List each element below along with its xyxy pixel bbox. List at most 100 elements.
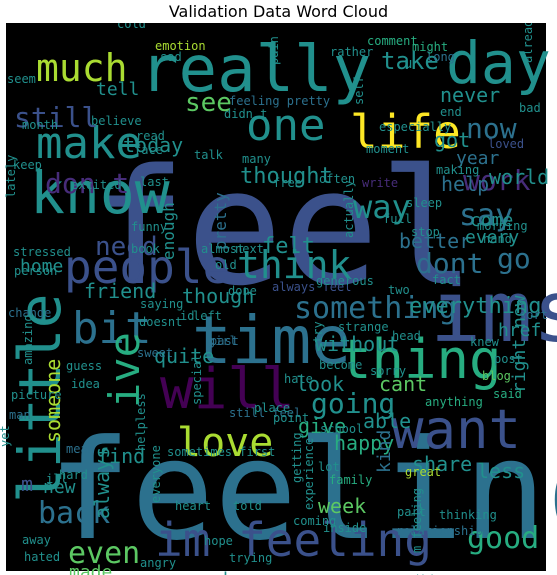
word-back: back bbox=[38, 496, 110, 531]
word-inside: inside bbox=[323, 521, 366, 535]
word-read: read bbox=[136, 129, 165, 143]
word-ill: ill bbox=[46, 472, 68, 486]
word-dont: dont bbox=[416, 247, 483, 280]
word-one: one bbox=[246, 100, 325, 151]
word-going: going bbox=[311, 387, 395, 420]
word-id: id bbox=[180, 309, 194, 323]
word-every: every bbox=[465, 227, 519, 248]
word-home: home bbox=[20, 256, 63, 277]
word-now: now bbox=[466, 112, 517, 145]
word-think: think bbox=[237, 243, 352, 287]
word-sleep: sleep bbox=[406, 196, 442, 210]
word-share: share bbox=[412, 452, 472, 476]
word-long: long bbox=[426, 50, 455, 64]
word-cloud-frame: feel feeling ims time really know day little thi… bbox=[0, 23, 557, 575]
word-friend: friend bbox=[84, 279, 156, 303]
word-sorry: sorry bbox=[370, 364, 406, 378]
word-something: something bbox=[294, 291, 457, 326]
word-around: around bbox=[163, 569, 228, 575]
word-find: find bbox=[97, 444, 145, 468]
word-will: will bbox=[160, 357, 295, 422]
word-relationship: relationship bbox=[396, 524, 483, 538]
word-cant: cant bbox=[379, 372, 427, 396]
word-sort: sort bbox=[519, 308, 548, 322]
word-love: love bbox=[177, 420, 273, 466]
word-kind: kind bbox=[374, 430, 395, 473]
word-heart: heart bbox=[175, 499, 211, 513]
word-always: always bbox=[90, 447, 114, 519]
cloud-background bbox=[6, 23, 546, 571]
word-though: though bbox=[182, 284, 254, 308]
word-feeling: feeling bbox=[48, 410, 557, 571]
word-blog: blog bbox=[482, 369, 511, 383]
word-angry: angry bbox=[140, 556, 176, 570]
word-hate: hate bbox=[284, 372, 313, 386]
word-ive: ive bbox=[100, 332, 149, 408]
word-sometimes-first: sometimes first bbox=[167, 445, 275, 459]
word-cold: cold bbox=[117, 23, 146, 31]
word-even: even bbox=[68, 536, 140, 571]
word-don-t: don t bbox=[45, 167, 129, 200]
word-today: today bbox=[123, 133, 183, 157]
word-fact: fact bbox=[432, 273, 461, 287]
word-able: able bbox=[363, 409, 411, 433]
word-man: man bbox=[9, 408, 31, 422]
word-make: make bbox=[36, 118, 142, 169]
word-moment: moment bbox=[366, 142, 409, 156]
word-change: change bbox=[8, 306, 51, 320]
word-still: still bbox=[14, 101, 98, 134]
word-amazing: amazing bbox=[21, 314, 35, 365]
word-self: self bbox=[352, 76, 366, 105]
word-cloud: feel feeling ims time really know day little thi… bbox=[0, 23, 557, 575]
word-old: old bbox=[215, 258, 237, 272]
word-week: week bbox=[318, 494, 366, 518]
chart-title: Validation Data Word Cloud bbox=[168, 2, 389, 21]
word-helpless: helpless bbox=[134, 393, 148, 451]
word-coming: coming bbox=[293, 514, 336, 528]
word-way: way bbox=[353, 188, 411, 226]
word-go: go bbox=[497, 242, 531, 275]
word-got: got bbox=[434, 128, 470, 152]
word-lately: lately bbox=[4, 155, 18, 198]
word-day: day bbox=[446, 29, 551, 97]
word-anything: anything bbox=[425, 395, 483, 409]
word-said: said bbox=[493, 387, 522, 401]
word-become: become bbox=[319, 358, 362, 372]
word-world: world bbox=[489, 165, 549, 189]
word-write: write bbox=[362, 176, 398, 190]
word-especially: especially bbox=[379, 120, 451, 134]
word-excited: excited bbox=[71, 178, 122, 192]
word-full: full bbox=[383, 212, 412, 226]
word-part: part bbox=[397, 505, 426, 519]
word-feel: feel bbox=[90, 134, 475, 321]
word-comment: comment bbox=[367, 34, 418, 48]
word-little: little bbox=[6, 293, 74, 503]
word-enough: enough bbox=[159, 202, 178, 260]
word-thought: thought bbox=[240, 164, 333, 189]
word-making: making bbox=[436, 163, 479, 177]
word-felt: felt bbox=[262, 234, 315, 259]
word-hand: hand bbox=[483, 232, 512, 246]
word-everyone: everyone bbox=[149, 445, 163, 503]
word-loved: loved bbox=[488, 137, 524, 151]
word-happy: happy bbox=[334, 431, 394, 455]
word-without: without bbox=[315, 332, 399, 356]
word-already: already bbox=[521, 23, 535, 63]
word-thinking: thinking bbox=[439, 508, 497, 522]
word-done: done bbox=[228, 284, 257, 298]
word-feeling-pretty: feeling pretty bbox=[229, 94, 330, 108]
word-people: people bbox=[64, 240, 230, 294]
word-might: might bbox=[412, 40, 448, 54]
word-guess: guess bbox=[66, 359, 102, 373]
word-idea: idea bbox=[71, 377, 100, 391]
word-want: want bbox=[391, 398, 521, 461]
word-sad: sad bbox=[160, 50, 182, 64]
word-thing: thing bbox=[339, 328, 502, 391]
word-post: post bbox=[494, 352, 523, 366]
word-picture: picture bbox=[11, 388, 62, 402]
word-place: place bbox=[254, 401, 290, 415]
word-next: next bbox=[235, 242, 264, 256]
word-actually: actually bbox=[342, 180, 356, 238]
word-family: family bbox=[329, 473, 372, 487]
